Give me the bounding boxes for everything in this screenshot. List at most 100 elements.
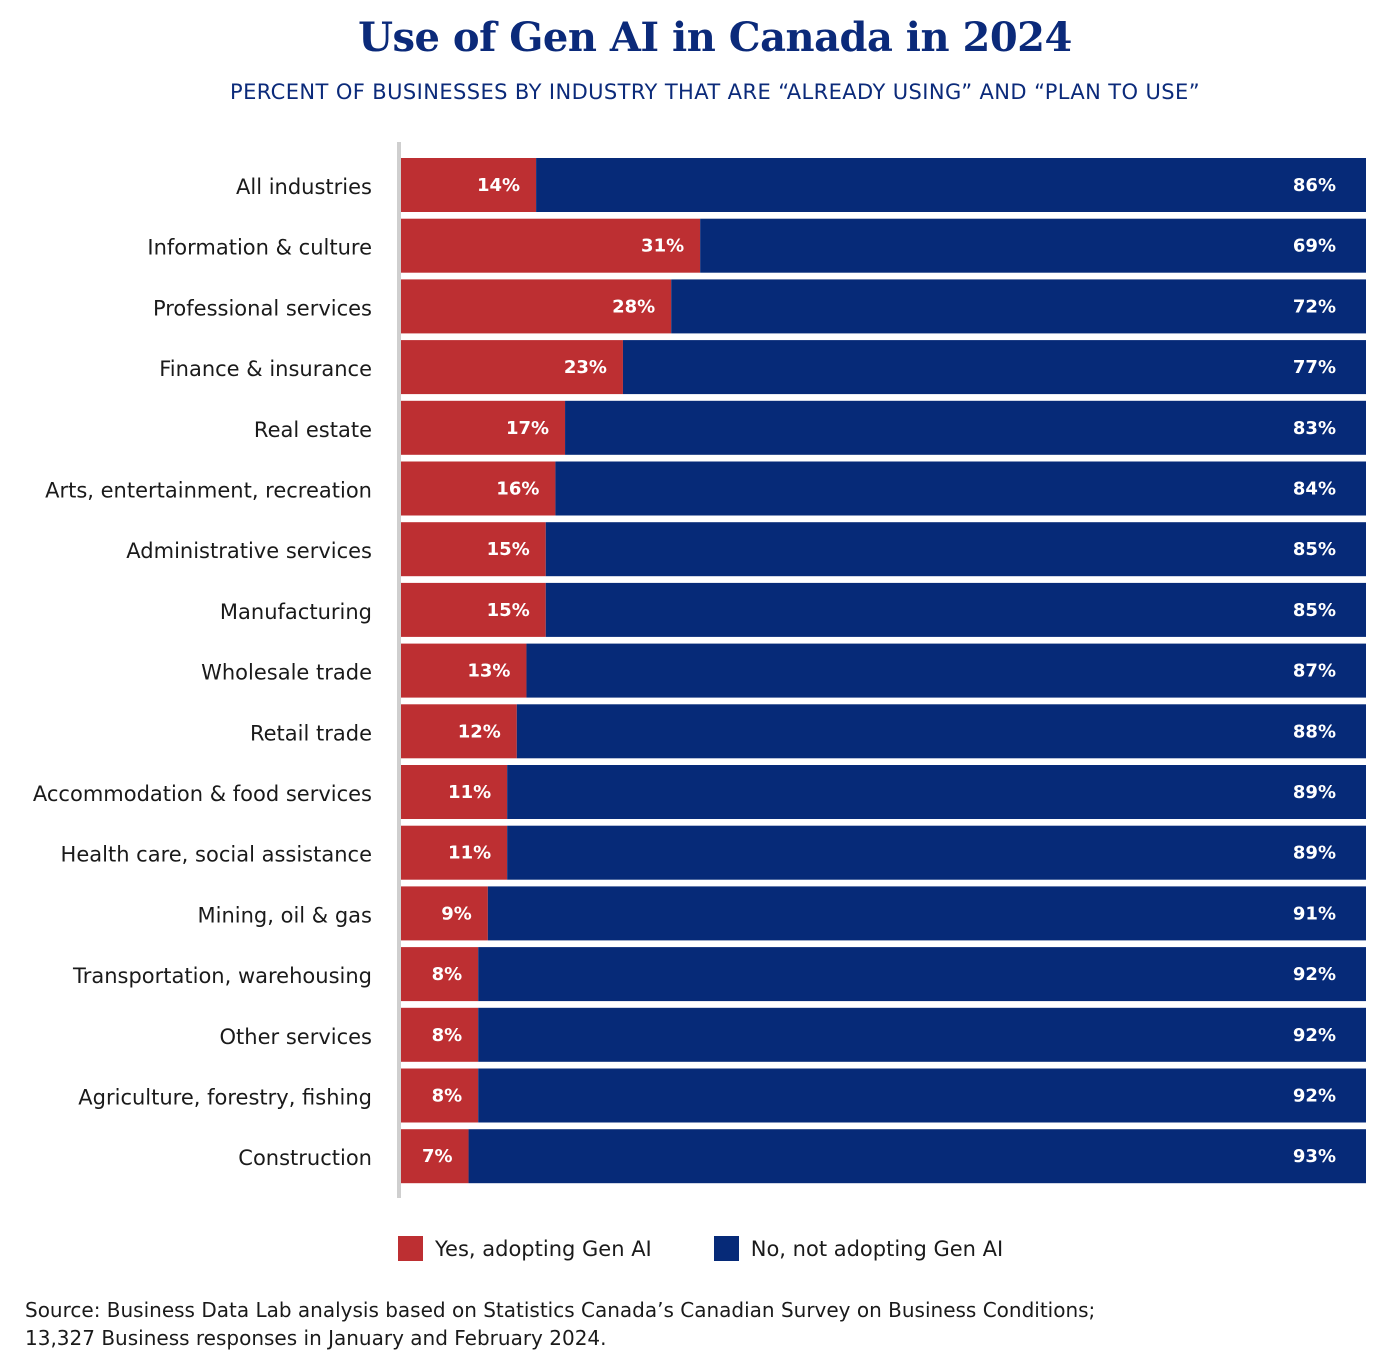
chart-subtitle: PERCENT OF BUSINESSES BY INDUSTRY THAT A… <box>230 80 1200 104</box>
legend-swatch-yes <box>398 1236 423 1261</box>
bar-no <box>700 218 1366 273</box>
category-label: Transportation, warehousing <box>72 964 372 988</box>
category-label: Wholesale trade <box>201 661 372 685</box>
value-label-yes: 12% <box>458 721 501 742</box>
legend-label-no: No, not adopting Gen AI <box>750 1236 1004 1261</box>
value-label-yes: 7% <box>422 1146 453 1167</box>
bar-yes <box>401 158 537 212</box>
legend-swatch-no <box>713 1236 739 1261</box>
bar-no <box>526 643 1366 698</box>
value-label-yes: 15% <box>487 539 530 560</box>
bar-no <box>478 1068 1366 1123</box>
legend-label-yes: Yes, adopting Gen AI <box>435 1236 652 1261</box>
category-labels: All industries Information & culture Profe… <box>33 175 372 1170</box>
value-label-yes: 8% <box>432 1025 463 1046</box>
bar-yes <box>401 1129 469 1184</box>
bar-yes <box>401 400 566 455</box>
category-label: Retail trade <box>250 721 372 745</box>
bar-no <box>555 461 1366 516</box>
source-line-2: 13,327 Business responses in January and… <box>25 1326 607 1350</box>
category-label: Health care, social assistance <box>61 843 372 867</box>
category-label: Accommodation & food services <box>33 782 372 806</box>
category-label: Professional services <box>153 296 372 320</box>
value-label-yes: 9% <box>441 903 472 924</box>
bar-yes <box>401 279 672 334</box>
value-label-no: 93% <box>1293 1146 1336 1167</box>
bar-yes <box>401 461 556 516</box>
bar-no <box>487 886 1367 941</box>
value-label-no: 69% <box>1293 236 1336 257</box>
value-label-yes: 15% <box>487 600 530 621</box>
value-label-no: 89% <box>1293 782 1336 803</box>
bar-no <box>536 158 1366 212</box>
bar-yes <box>401 704 517 759</box>
value-label-no: 91% <box>1293 903 1336 924</box>
category-label: Real estate <box>254 418 372 442</box>
bar-yes <box>401 1007 479 1062</box>
chart-title: Use of Gen AI in Canada in 2024 <box>358 14 1072 61</box>
legend-item-yes: Yes, adopting Gen AI <box>398 1236 652 1261</box>
source-line-1: Source: Business Data Lab analysis based… <box>25 1298 1096 1322</box>
bar-no <box>565 400 1366 455</box>
value-label-yes: 23% <box>564 357 607 378</box>
category-label: Other services <box>220 1025 372 1049</box>
bar-yes <box>401 582 546 637</box>
bar-no <box>507 765 1366 819</box>
value-label-no: 83% <box>1293 418 1336 439</box>
value-label-no: 72% <box>1293 296 1336 317</box>
category-label: Construction <box>238 1146 372 1170</box>
category-label: Agriculture, forestry, fishing <box>78 1086 372 1110</box>
bar-no <box>516 704 1366 759</box>
value-label-no: 86% <box>1293 175 1336 196</box>
bar-yes <box>401 886 488 941</box>
bar-no <box>545 522 1366 577</box>
value-label-no: 92% <box>1293 964 1336 985</box>
bar-yes <box>401 825 508 880</box>
legend: Yes, adopting Gen AI No, not adopting Ge… <box>398 1236 1065 1261</box>
value-label-yes: 13% <box>467 661 510 682</box>
value-label-no: 84% <box>1293 479 1336 500</box>
value-label-yes: 28% <box>612 296 655 317</box>
bar-no <box>545 582 1366 637</box>
value-labels: 14% 86% 31% 69% 28% 72% 23% 77% 17% 83% 16% 84% 15% 8… <box>422 175 1336 1167</box>
bar-chart: All industries Information & culture Profe… <box>33 142 1367 1198</box>
value-label-no: 85% <box>1293 600 1336 621</box>
value-label-yes: 11% <box>448 782 491 803</box>
bar-no <box>671 279 1366 334</box>
category-label: Administrative services <box>126 539 372 563</box>
value-label-yes: 31% <box>641 236 684 257</box>
category-label: Manufacturing <box>220 600 372 624</box>
category-label: Mining, oil & gas <box>198 903 372 927</box>
value-label-yes: 16% <box>496 479 539 500</box>
category-label: Finance & insurance <box>159 357 372 381</box>
bar-yes <box>401 340 623 395</box>
value-label-no: 87% <box>1293 661 1336 682</box>
value-label-yes: 17% <box>506 418 549 439</box>
value-label-yes: 14% <box>477 175 520 196</box>
value-label-yes: 8% <box>432 964 463 985</box>
bar-yes <box>401 643 527 698</box>
bar-yes <box>401 1068 479 1123</box>
bar-no <box>478 1007 1366 1062</box>
category-label: Information & culture <box>147 236 372 260</box>
bar-yes <box>401 765 508 819</box>
value-label-no: 88% <box>1293 721 1336 742</box>
value-label-no: 89% <box>1293 843 1336 864</box>
value-label-no: 85% <box>1293 539 1336 560</box>
value-label-yes: 11% <box>448 843 491 864</box>
category-label: Arts, entertainment, recreation <box>45 479 372 503</box>
value-label-no: 92% <box>1293 1025 1336 1046</box>
value-label-no: 92% <box>1293 1086 1336 1107</box>
bar-no <box>622 340 1366 395</box>
bar-no <box>468 1129 1366 1184</box>
bar-yes <box>401 522 546 577</box>
bar-no <box>507 825 1366 880</box>
bar-yes <box>401 947 479 1002</box>
source-note: Source: Business Data Lab analysis based… <box>25 1296 1385 1352</box>
category-label: All industries <box>236 175 372 199</box>
value-label-no: 77% <box>1293 357 1336 378</box>
value-label-yes: 8% <box>432 1086 463 1107</box>
legend-item-no: No, not adopting Gen AI <box>713 1236 1004 1261</box>
bars-group <box>401 158 1367 1184</box>
bar-no <box>478 947 1366 1002</box>
